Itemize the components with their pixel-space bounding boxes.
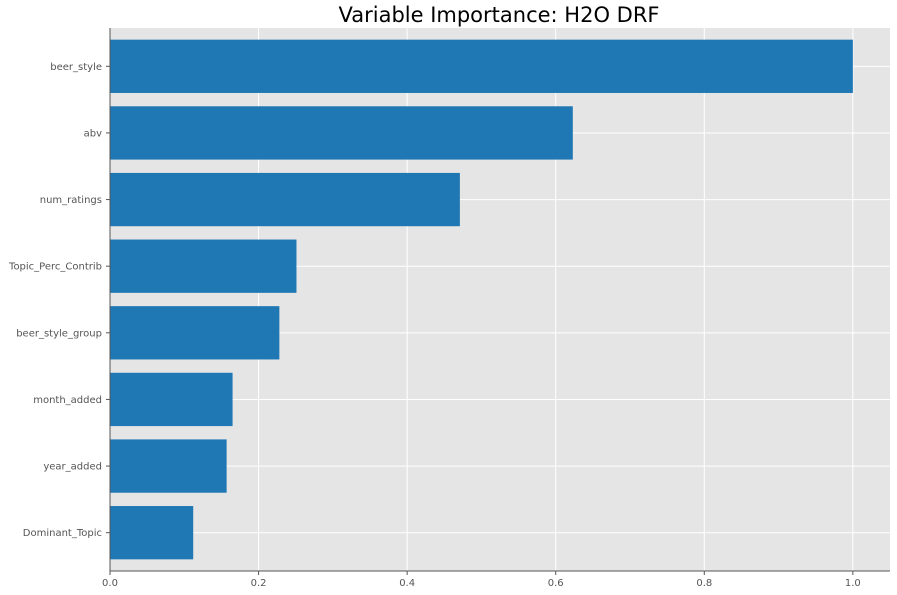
y-tick-label: Topic_Perc_Contrib [8, 262, 102, 273]
bar-beer_style_group [110, 306, 280, 360]
bar-num_ratings [110, 172, 460, 227]
bar-month_added [110, 372, 233, 427]
x-tick-label: 1.0 [845, 578, 861, 589]
y-tick-label: year_added [43, 462, 102, 473]
bar-abv [110, 106, 573, 160]
y-tick-label: beer_style [50, 62, 102, 73]
y-tick-label: Dominant_Topic [23, 528, 102, 539]
chart-title: Variable Importance: H2O DRF [339, 3, 660, 27]
bars [110, 39, 853, 560]
x-tick-label: 0.2 [251, 578, 267, 589]
bar-year_added [110, 439, 227, 493]
x-tick-label: 0.0 [102, 578, 118, 589]
x-tick-label: 0.4 [399, 578, 415, 589]
y-tick-label: month_added [33, 395, 102, 406]
x-tick-labels: 0.0 0.2 0.4 0.6 0.8 1.0 [102, 578, 861, 589]
y-tick-label: num_ratings [40, 195, 102, 206]
axes [106, 28, 890, 575]
x-tick-label: 0.6 [548, 578, 564, 589]
y-tick-label: abv [84, 128, 102, 139]
y-tick-label: beer_style_group [16, 328, 102, 339]
bar-Dominant_Topic [110, 506, 194, 560]
x-tick-label: 0.8 [696, 578, 712, 589]
bar-Topic_Perc_Contrib [110, 239, 297, 293]
bar-beer_style [110, 39, 853, 93]
